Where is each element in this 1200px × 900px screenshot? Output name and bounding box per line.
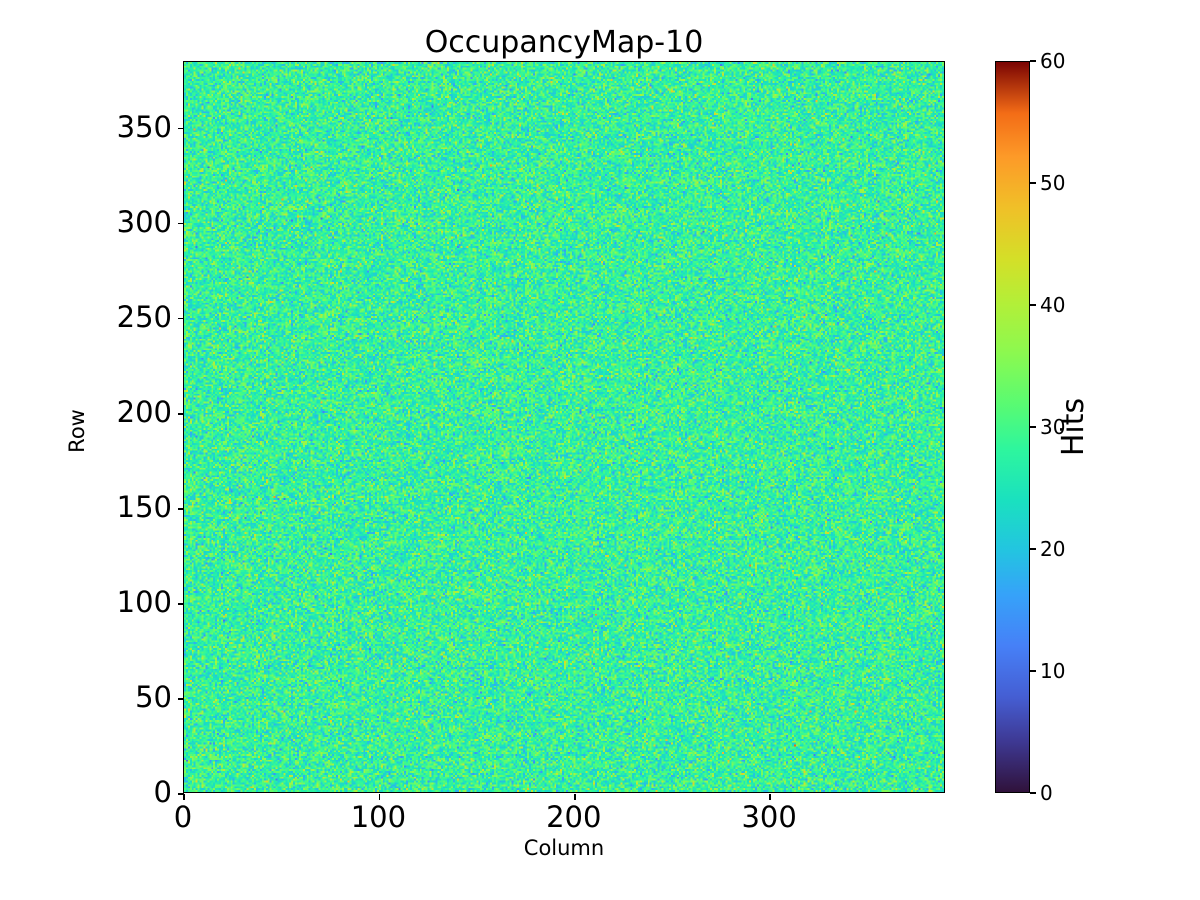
- y-tick-label: 350: [116, 109, 172, 144]
- colorbar-tick-mark: [1030, 670, 1036, 672]
- y-tick-mark: [178, 603, 184, 605]
- x-axis-tick-group: 0 100 200 300: [174, 793, 945, 853]
- x-tick-mark: [573, 794, 576, 800]
- colorbar-tick-label: 20: [1040, 537, 1066, 561]
- y-tick-mark: [178, 317, 184, 320]
- colorbar-tick-mark: [1030, 304, 1036, 306]
- colorbar[interactable]: [995, 61, 1030, 793]
- y-axis-label: Row: [65, 409, 89, 453]
- colorbar-gradient: [996, 62, 1029, 792]
- y-tick-mark: [178, 698, 184, 700]
- heatmap-axes[interactable]: [178, 61, 945, 800]
- y-tick-mark: [178, 508, 184, 510]
- colorbar-tick-mark: [1030, 426, 1036, 428]
- x-tick-mark: [183, 794, 185, 800]
- y-tick-label: 100: [116, 584, 172, 619]
- colorbar-tick-label: 50: [1040, 171, 1066, 195]
- x-tick-label: 200: [546, 800, 602, 834]
- colorbar-tick-mark: [1030, 548, 1036, 550]
- y-tick-label: 250: [116, 299, 172, 334]
- x-tick-mark: [769, 794, 771, 800]
- x-tick-label: 300: [741, 800, 797, 834]
- colorbar-tick-group: 0 10 20 30 40 50 60: [1030, 51, 1110, 803]
- colorbar-tick-mark: [1030, 182, 1036, 184]
- y-tick-label: 50: [135, 679, 172, 714]
- colorbar-tick-mark: [1030, 792, 1036, 794]
- x-tick-label: 0: [173, 800, 193, 834]
- y-tick-label: 0: [153, 775, 172, 809]
- y-tick-label: 150: [116, 489, 172, 524]
- y-tick-mark: [178, 127, 184, 130]
- x-axis-label: Column: [523, 836, 605, 860]
- colorbar-tick-label: 60: [1040, 49, 1066, 73]
- colorbar-tick-label: 30: [1040, 415, 1066, 439]
- page-title: OccupancyMap-10: [424, 25, 704, 60]
- colorbar-tick-label: 10: [1040, 659, 1066, 683]
- colorbar-tick-label: 40: [1040, 293, 1066, 317]
- y-tick-mark: [178, 793, 184, 795]
- y-tick-mark: [178, 412, 184, 415]
- occupancy-heatmap-image[interactable]: [184, 62, 944, 792]
- y-tick-label: 200: [116, 394, 172, 429]
- y-tick-mark: [178, 222, 184, 225]
- colorbar-tick-label: 0: [1040, 781, 1053, 805]
- colorbar-label: Hits: [1055, 397, 1091, 457]
- x-tick-mark: [378, 794, 381, 800]
- x-tick-label: 100: [350, 800, 407, 834]
- y-axis-tick-group: 0 50 100 150 200 250 300 350: [0, 61, 172, 806]
- y-tick-label: 300: [116, 204, 172, 239]
- colorbar-tick-mark: [1030, 60, 1036, 62]
